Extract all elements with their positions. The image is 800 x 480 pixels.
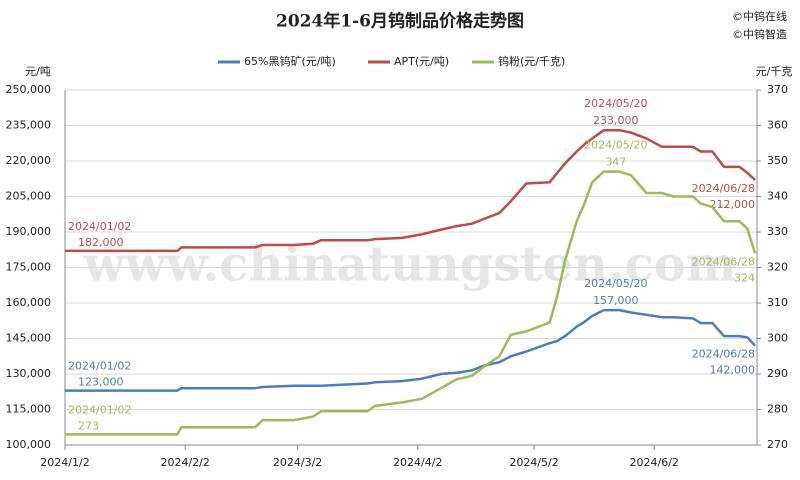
- legend-label: 65%黑钨矿(元/吨): [244, 55, 336, 68]
- chart-title: 2024年1-6月钨制品价格走势图: [276, 11, 524, 32]
- data-label: 157,000: [593, 294, 639, 307]
- y2-tick-label: 330: [767, 225, 788, 238]
- y-tick-label: 235,000: [6, 119, 52, 132]
- point-date-label: 2024/01/02: [68, 220, 131, 233]
- series-line: [65, 170, 757, 436]
- point-date-label: 2024/06/28: [692, 182, 755, 195]
- series-line: [65, 308, 756, 392]
- y-tick-label: 205,000: [6, 190, 52, 203]
- y2-tick-label: 340: [767, 190, 788, 203]
- x-tick-label: 2024/4/2: [393, 456, 442, 469]
- x-tick-label: 2024/3/2: [273, 456, 322, 469]
- x-tick-label: 2024/2/2: [160, 456, 209, 469]
- x-tick-label: 2024/5/2: [509, 456, 558, 469]
- y-tick-label: 175,000: [6, 261, 52, 274]
- y2-tick-label: 360: [767, 119, 788, 132]
- x-tick-label: 2024/6/2: [630, 456, 679, 469]
- point-date-label: 2024/01/02: [68, 360, 131, 373]
- point-date-label: 2024/05/20: [584, 139, 647, 152]
- data-label: 123,000: [78, 376, 124, 389]
- y-tick-label: 190,000: [6, 225, 52, 238]
- y2-tick-label: 290: [767, 367, 788, 380]
- credit: ©中钨在线: [732, 9, 787, 23]
- series-line: [65, 128, 756, 253]
- legend-label: 钨粉(元/千克): [498, 55, 565, 68]
- point-date-label: 2024/05/20: [584, 97, 647, 110]
- y2-tick-label: 370: [767, 83, 788, 96]
- data-label: 347: [605, 156, 626, 169]
- point-date-label: 2024/01/02: [68, 403, 131, 416]
- watermark: www.chinatungsten.com: [82, 237, 736, 293]
- y2-axis-label: 元/千克: [756, 65, 793, 78]
- y2-tick-label: 310: [767, 296, 788, 309]
- data-label: 182,000: [78, 236, 124, 249]
- y-tick-label: 250,000: [6, 83, 52, 96]
- y2-tick-label: 350: [767, 154, 788, 167]
- y-tick-label: 160,000: [6, 296, 52, 309]
- y-tick-label: 145,000: [6, 332, 52, 345]
- data-label: 212,000: [710, 198, 756, 211]
- point-date-label: 2024/06/28: [692, 348, 755, 361]
- y2-tick-label: 280: [767, 403, 788, 416]
- data-label: 273: [78, 419, 99, 432]
- y-tick-label: 130,000: [6, 367, 52, 380]
- credit: ©中钨智造: [732, 27, 787, 41]
- y-tick-label: 220,000: [6, 154, 52, 167]
- y2-tick-label: 270: [767, 438, 788, 451]
- y-tick-label: 100,000: [6, 438, 52, 451]
- y-axis-label: 元/吨: [25, 65, 51, 78]
- data-label: 233,000: [593, 114, 639, 127]
- y2-tick-label: 300: [767, 332, 788, 345]
- y2-tick-label: 320: [767, 261, 788, 274]
- data-label: 142,000: [710, 364, 756, 377]
- y-tick-label: 115,000: [6, 403, 52, 416]
- data-label: 324: [734, 271, 755, 284]
- legend-label: APT(元/吨): [394, 55, 449, 68]
- point-date-label: 2024/05/20: [584, 277, 647, 290]
- x-tick-label: 2024/1/2: [40, 456, 89, 469]
- point-date-label: 2024/06/28: [692, 255, 755, 268]
